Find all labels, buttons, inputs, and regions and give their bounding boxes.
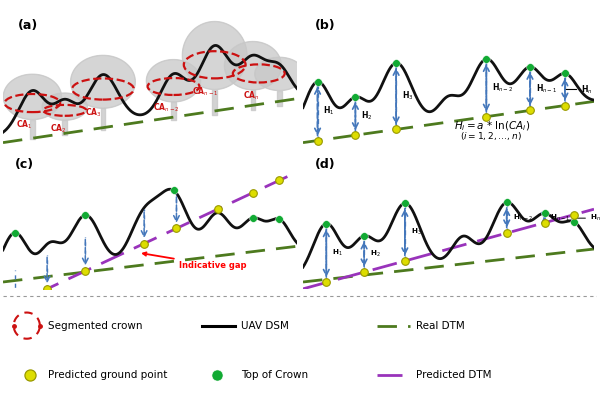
Text: CA$_n$: CA$_n$ (242, 89, 259, 102)
Text: CA$_{n-2}$: CA$_{n-2}$ (152, 102, 179, 114)
Text: Predicted DTM: Predicted DTM (416, 370, 491, 380)
Text: Segmented crown: Segmented crown (47, 321, 142, 330)
Text: H$_{n-2}$: H$_{n-2}$ (492, 82, 514, 94)
Text: H$_{n-2}$: H$_{n-2}$ (512, 213, 533, 223)
Text: H$_n$: H$_n$ (581, 83, 592, 96)
Text: H$_n$: H$_n$ (590, 213, 600, 223)
Text: H$_1$: H$_1$ (323, 105, 335, 118)
Text: CA$_{n-1}$: CA$_{n-1}$ (192, 85, 218, 98)
Polygon shape (4, 74, 62, 120)
Text: H$_3$: H$_3$ (410, 227, 422, 237)
Text: (a): (a) (18, 19, 38, 32)
Text: H$_2$: H$_2$ (361, 110, 373, 122)
Text: Predicted ground point: Predicted ground point (47, 370, 167, 380)
Text: (d): (d) (314, 158, 335, 171)
Text: H$_1$: H$_1$ (332, 248, 343, 258)
Polygon shape (146, 60, 200, 102)
Text: H$_{n-1}$: H$_{n-1}$ (550, 213, 571, 223)
Text: CA$_2$: CA$_2$ (50, 123, 67, 135)
Polygon shape (255, 57, 304, 90)
Text: UAV DSM: UAV DSM (241, 321, 289, 330)
Polygon shape (71, 55, 136, 108)
Text: Real DTM: Real DTM (416, 321, 464, 330)
Text: $(i = 1,2,\ldots,n)$: $(i = 1,2,\ldots,n)$ (460, 130, 522, 142)
Polygon shape (224, 42, 281, 90)
Text: CA$_3$: CA$_3$ (85, 107, 102, 119)
Text: Top of Crown: Top of Crown (241, 370, 308, 380)
Polygon shape (42, 93, 88, 120)
Text: H$_3$: H$_3$ (402, 90, 413, 103)
Text: $H_i=a$ * $\rm{ln}$$(CA_i)$: $H_i=a$ * $\rm{ln}$$(CA_i)$ (454, 119, 530, 133)
Text: (b): (b) (314, 19, 335, 32)
Polygon shape (182, 21, 247, 90)
Text: CA$_1$: CA$_1$ (16, 119, 32, 131)
Text: (c): (c) (15, 158, 34, 171)
Text: H$_{n-1}$: H$_{n-1}$ (536, 82, 557, 95)
Text: Indicative gap: Indicative gap (143, 252, 247, 270)
Text: H$_2$: H$_2$ (370, 249, 381, 259)
